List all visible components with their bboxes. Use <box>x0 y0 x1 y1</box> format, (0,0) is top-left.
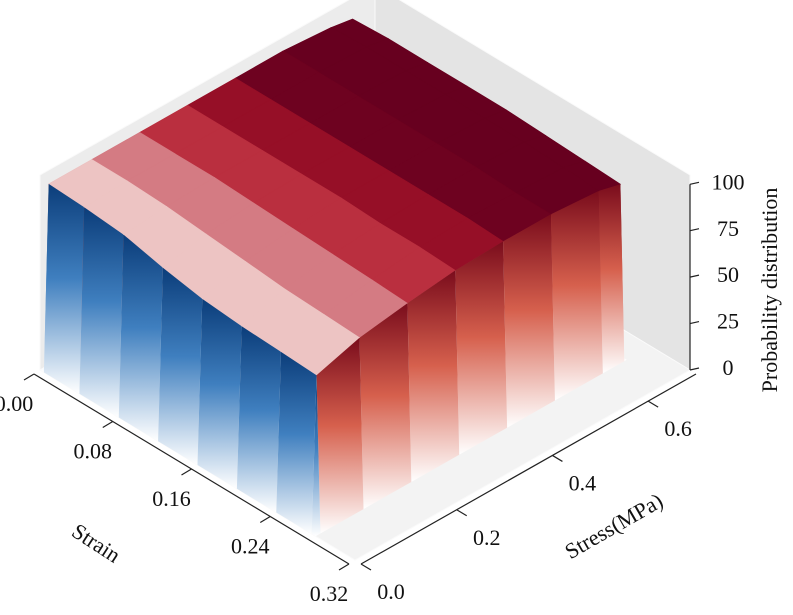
z-tick-label: 50 <box>717 262 739 287</box>
z-tick-label: 100 <box>712 169 745 194</box>
x-tick <box>23 373 35 381</box>
surface-patch <box>79 207 124 418</box>
z-tick <box>689 320 700 325</box>
z-axis-label: Probability distribution <box>757 188 782 393</box>
surface-patch <box>598 184 625 374</box>
z-tick <box>689 181 700 185</box>
x-tick <box>338 563 350 571</box>
surface-patch <box>197 298 242 489</box>
y-axis-label: Stress(MPa) <box>560 488 667 564</box>
surface-patch <box>503 214 555 428</box>
z-tick <box>689 274 700 278</box>
y-tick <box>456 509 468 517</box>
x-tick-label: 0.16 <box>152 486 191 511</box>
y-tick-label: 0.4 <box>569 470 597 495</box>
axes: 0.00 0.08 0.16 0.24 0.32 0.0 0.2 0.4 0.6 0 25 50 75 1… <box>0 169 745 606</box>
x-tick-label: 0.08 <box>74 439 113 464</box>
y-tick <box>647 400 659 408</box>
y-tick-label: 0.6 <box>664 416 692 441</box>
y-axis-line <box>360 373 697 565</box>
surface-patch <box>359 303 412 510</box>
surface-patch <box>276 351 317 534</box>
y-tick <box>360 563 372 571</box>
surface-patch <box>316 337 364 534</box>
z-tick-label: 75 <box>717 216 739 241</box>
x-tick <box>102 420 114 429</box>
x-tick <box>181 468 192 476</box>
y-tick-label: 0.0 <box>377 579 405 604</box>
surface-patch <box>236 326 281 513</box>
z-tick <box>689 228 700 232</box>
x-tick-label: 0.32 <box>310 581 349 606</box>
z-tick <box>689 367 700 371</box>
z-tick-label: 0 <box>723 355 734 380</box>
x-tick-label: 0.24 <box>231 534 270 559</box>
surface-patch <box>455 241 508 455</box>
surface-patch <box>407 270 460 482</box>
surface-patch <box>118 234 163 442</box>
y-tick <box>552 454 563 462</box>
surface-patch <box>43 183 85 394</box>
surface-patch <box>551 190 603 401</box>
x-axis-label: Strain <box>67 518 125 568</box>
x-tick-label: 0.00 <box>0 391 33 416</box>
y-tick-label: 0.2 <box>473 525 501 550</box>
x-tick <box>259 515 271 524</box>
surface-patch <box>311 375 321 537</box>
surface <box>40 18 627 537</box>
surface-patch <box>158 267 203 465</box>
z-tick-label: 25 <box>717 309 739 334</box>
